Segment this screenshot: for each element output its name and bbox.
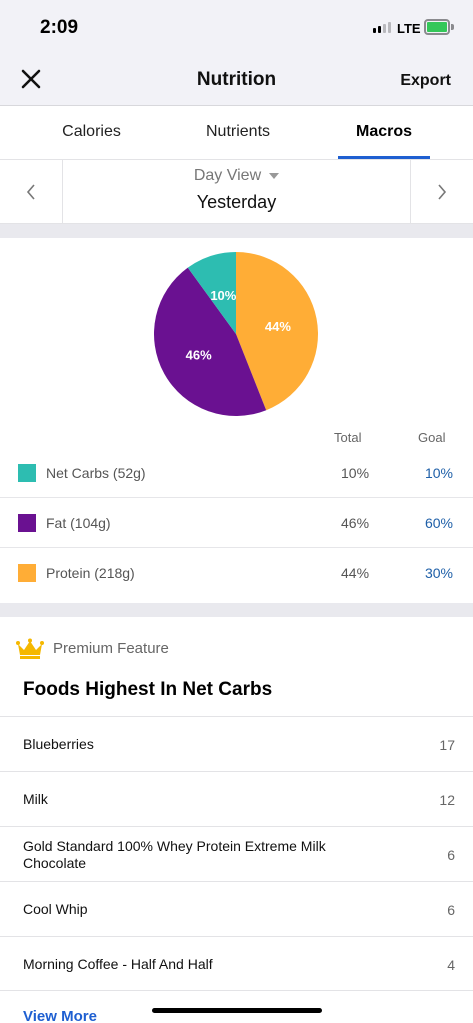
total-column-header: Total — [334, 430, 362, 445]
macro-label: Protein (218g) — [46, 565, 135, 581]
food-value: 17 — [439, 736, 455, 753]
selected-day: Yesterday — [196, 192, 277, 212]
chevron-right-icon — [438, 184, 447, 200]
fat-swatch — [18, 514, 36, 532]
section-title: Foods Highest In Net Carbs — [23, 679, 273, 700]
food-row[interactable]: Blueberries 17 — [0, 716, 473, 771]
pie-label-net-carbs: 10% — [210, 288, 236, 303]
view-mode-label: Day View — [193, 167, 262, 184]
signal-icon — [373, 22, 391, 33]
food-name: Cool Whip — [23, 901, 88, 917]
macro-label: Net Carbs (52g) — [46, 465, 146, 481]
macro-total: 44% — [341, 565, 370, 581]
battery-icon — [424, 19, 450, 35]
section-divider — [0, 603, 473, 617]
food-row[interactable]: Gold Standard 100% Whey Protein Extreme … — [0, 826, 473, 881]
food-row[interactable]: Milk 12 — [0, 771, 473, 826]
close-icon[interactable] — [18, 66, 44, 92]
food-name: Gold Standard 100% Whey Protein Extreme … — [23, 837, 326, 871]
tab-bar: Calories Nutrients Macros — [0, 106, 473, 160]
food-value: 6 — [447, 901, 455, 918]
tab-macros[interactable]: Macros — [355, 123, 413, 140]
pie-label-protein: 44% — [265, 319, 291, 334]
macro-total: 46% — [341, 515, 370, 531]
food-value: 12 — [439, 791, 455, 808]
pie-slice-net-carbs — [187, 252, 236, 334]
page-title: Nutrition — [196, 69, 277, 90]
pie-label-fat: 46% — [186, 348, 212, 363]
view-more-link[interactable]: View More — [23, 1008, 97, 1023]
date-navigator: Day View Yesterday — [0, 160, 473, 224]
food-name: Morning Coffee - Half And Half — [23, 956, 213, 972]
macro-row-fat: Fat (104g) 46% 60% — [0, 498, 473, 548]
nav-header: Nutrition Export — [0, 52, 473, 106]
view-mode-dropdown[interactable]: Day View — [0, 167, 473, 185]
macro-goal[interactable]: 30% — [424, 565, 453, 581]
section-divider — [0, 224, 473, 238]
tab-calories[interactable]: Calories — [62, 123, 121, 140]
status-bar: 2:09 LTE — [0, 0, 473, 52]
next-day-button[interactable] — [410, 160, 473, 224]
caret-down-icon — [269, 172, 280, 179]
food-value: 4 — [447, 956, 455, 973]
pie-slice-protein — [236, 252, 318, 411]
macro-goal[interactable]: 60% — [424, 515, 453, 531]
food-row[interactable]: Cool Whip 6 — [0, 881, 473, 936]
network-label: LTE — [397, 21, 421, 36]
tab-nutrients[interactable]: Nutrients — [205, 123, 271, 140]
home-indicator — [152, 1008, 322, 1013]
export-button[interactable]: Export — [400, 72, 451, 89]
premium-feature-label: Premium Feature — [53, 640, 169, 657]
crown-icon — [16, 638, 44, 659]
macro-row-protein: Protein (218g) 44% 30% — [0, 548, 473, 598]
macros-pie-chart: 44% 46% 10% — [154, 252, 318, 416]
macro-label: Fat (104g) — [46, 515, 111, 531]
macro-total: 10% — [341, 465, 370, 481]
macro-row-net-carbs: Net Carbs (52g) 10% 10% — [0, 448, 473, 498]
protein-swatch — [18, 564, 36, 582]
pie-slice-fat — [154, 267, 267, 416]
food-value: 6 — [447, 846, 455, 863]
food-name: Blueberries — [23, 736, 94, 752]
active-tab-indicator — [338, 156, 430, 159]
net-carbs-swatch — [18, 464, 36, 482]
status-time: 2:09 — [40, 17, 79, 38]
goal-column-header: Goal — [418, 430, 446, 445]
chevron-left-icon — [26, 184, 35, 200]
food-name: Milk — [23, 791, 48, 807]
macro-goal[interactable]: 10% — [424, 465, 453, 481]
battery-tip — [451, 24, 454, 30]
food-row[interactable]: Morning Coffee - Half And Half 4 — [0, 936, 473, 991]
previous-day-button[interactable] — [0, 160, 63, 224]
